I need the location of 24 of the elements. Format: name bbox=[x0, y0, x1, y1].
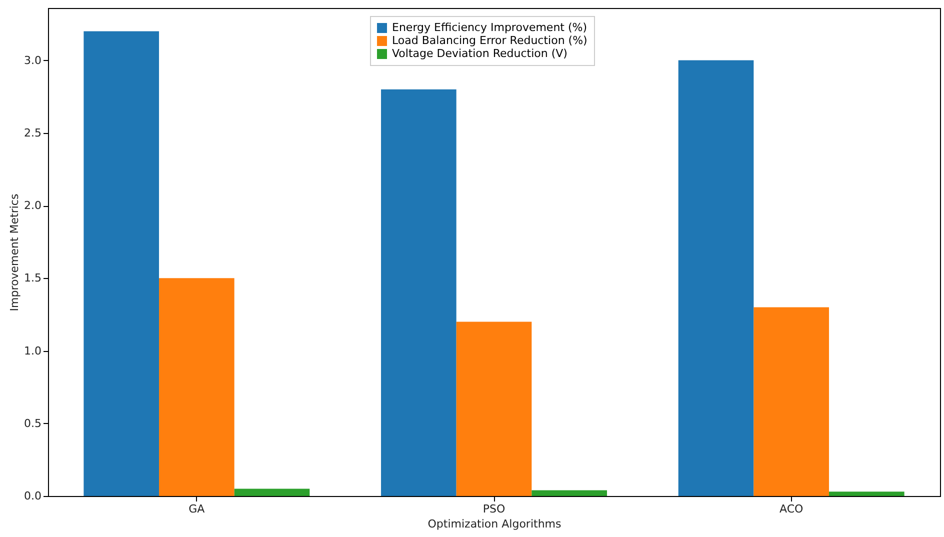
legend-label: Energy Efficiency Improvement (%) bbox=[392, 21, 588, 34]
bar bbox=[234, 488, 310, 496]
y-tick-label: 0.5 bbox=[24, 416, 42, 430]
y-tick-label: 3.0 bbox=[24, 54, 42, 67]
y-tick-label: 1.0 bbox=[24, 344, 42, 358]
legend-label: Voltage Deviation Reduction (V) bbox=[392, 47, 568, 60]
bar bbox=[678, 60, 754, 496]
bar bbox=[159, 278, 234, 496]
bar bbox=[828, 492, 904, 496]
x-tick-label: GA bbox=[188, 502, 206, 516]
bar bbox=[456, 322, 532, 496]
bar bbox=[532, 490, 607, 496]
y-tick-label: 2.5 bbox=[24, 126, 42, 140]
x-tick-label: ACO bbox=[779, 502, 804, 516]
bar bbox=[381, 89, 456, 496]
y-tick-label: 1.5 bbox=[24, 272, 42, 285]
y-tick-label: 0.0 bbox=[24, 490, 42, 502]
bar bbox=[84, 31, 160, 496]
legend-label: Load Balancing Error Reduction (%) bbox=[392, 34, 588, 47]
y-axis-title: Improvement Metrics bbox=[8, 194, 22, 312]
x-tick-label: PSO bbox=[482, 502, 506, 516]
y-tick-label: 2.0 bbox=[24, 199, 42, 212]
x-axis-title: Optimization Algorithms bbox=[428, 518, 562, 530]
bar bbox=[754, 307, 829, 496]
